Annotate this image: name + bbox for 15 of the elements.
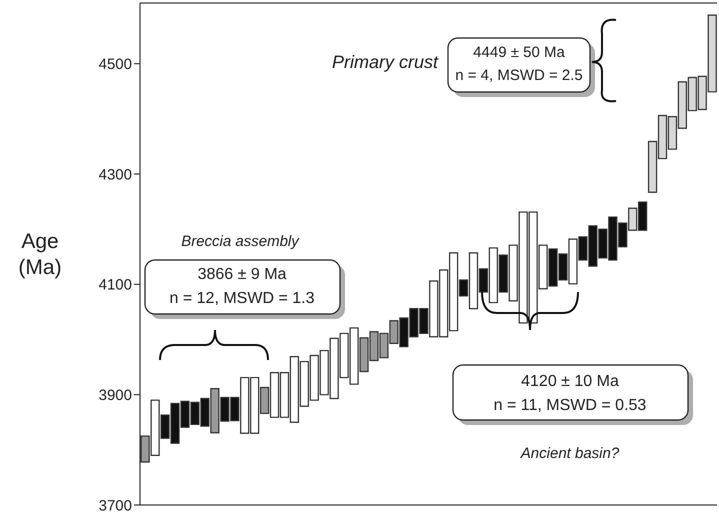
annotation: 4449 ± 50 Ma (473, 44, 566, 61)
annotation: n = 11, MSWD = 0.53 (494, 397, 646, 414)
y-axis-title: Age (Ma) (18, 230, 62, 279)
annotation: Primary crust (332, 52, 439, 72)
annotation: Ancient basin? (520, 445, 620, 462)
y-tick-label: 4500 (98, 56, 132, 74)
y-tick-label: 3700 (98, 497, 132, 514)
y-tick-label: 4300 (98, 166, 132, 184)
annotation: n = 12, MSWD = 1.3 (170, 290, 315, 307)
annotation: 3866 ± 9 Ma (198, 266, 287, 283)
y-tick-label: 4100 (98, 276, 132, 294)
y-tick-label: 3900 (98, 386, 132, 404)
annotation: n = 4, MSWD = 2.5 (455, 67, 583, 84)
annotation: Breccia assembly (181, 233, 300, 250)
annotation: 4120 ± 10 Ma (521, 373, 619, 390)
